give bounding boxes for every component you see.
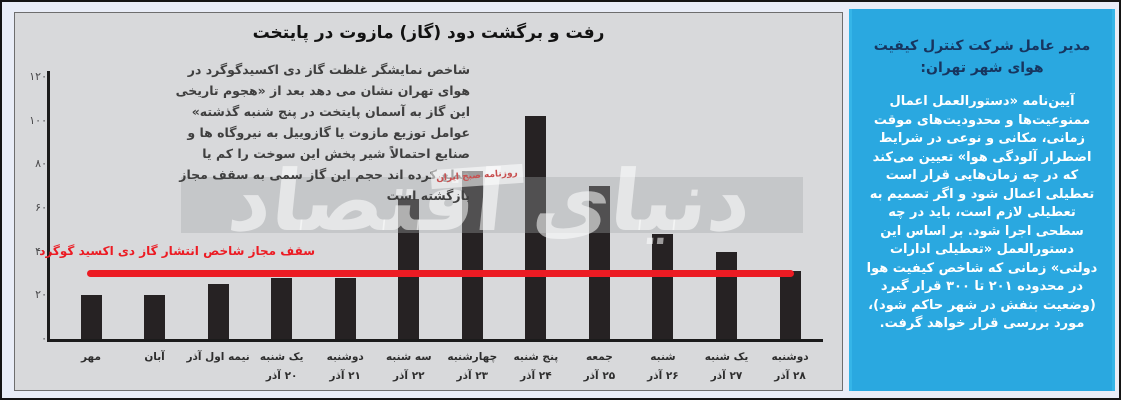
x-category-line2: ۲۶ آذر bbox=[647, 370, 679, 382]
bar bbox=[525, 116, 547, 339]
x-category-line2: ۲۵ آذر bbox=[583, 370, 616, 382]
y-tick-label: ۱۰۰ bbox=[29, 113, 47, 127]
x-category-label: دوشنبه ۲۱ آذر bbox=[312, 348, 378, 386]
x-category-label: چهارشنبه ۲۳ آذر bbox=[439, 348, 505, 386]
x-category-line1: نیمه اول آذر bbox=[186, 351, 250, 363]
bar bbox=[398, 199, 420, 339]
x-category-label: نیمه اول آذر bbox=[185, 348, 251, 367]
bar bbox=[80, 295, 102, 339]
plot-area: ۰ ۲۰ ۴۰ ۶۰ ۸۰ ۱۰۰ ۱۲۰ مهر آبان نیمه اول آذر یک شنب… bbox=[15, 13, 842, 390]
chart-panel: رفت و برگشت دود (گاز) مازوت در پایتخت شا… bbox=[14, 12, 843, 391]
chart-title: رفت و برگشت دود (گاز) مازوت در پایتخت bbox=[252, 23, 605, 43]
x-category-line1: آبان bbox=[144, 351, 165, 363]
x-category-line1: مهر bbox=[81, 351, 101, 363]
x-category-line1: یک شنبه bbox=[704, 351, 749, 363]
x-category-label: شنبه ۲۶ آذر bbox=[630, 348, 696, 386]
x-category-line2: ۲۲ آذر bbox=[392, 370, 425, 382]
x-category-label: پنج شنبه ۲۴ آذر bbox=[503, 348, 569, 386]
x-category-label: سه شنبه ۲۲ آذر bbox=[376, 348, 442, 386]
bar bbox=[144, 295, 166, 339]
y-tick-label: ۴۰ bbox=[35, 244, 47, 258]
x-category-label: مهر bbox=[58, 348, 124, 367]
x-axis-line bbox=[47, 339, 823, 342]
x-category-line1: پنج شنبه bbox=[513, 351, 559, 363]
y-tick-label: ۲۰ bbox=[35, 288, 47, 302]
reference-line-label: سقف مجاز شاخص انتشار گاز دی اکسید گوگرد bbox=[39, 244, 315, 258]
bar bbox=[652, 234, 674, 339]
x-category-line2: ۲۳ آذر bbox=[456, 370, 489, 382]
x-category-line1: شنبه bbox=[650, 351, 676, 363]
y-tick-label: ۸۰ bbox=[35, 157, 47, 171]
x-category-line1: دوشنبه bbox=[326, 351, 364, 363]
bar bbox=[271, 277, 293, 339]
x-category-line2: ۲۴ آذر bbox=[520, 370, 552, 382]
x-category-label: دوشنبه ۲۸ آذر bbox=[757, 348, 823, 386]
x-category-label: یک شنبه ۲۷ آذر bbox=[694, 348, 760, 386]
x-category-label: آبان bbox=[122, 348, 188, 367]
bar bbox=[588, 186, 610, 339]
x-category-line1: دوشنبه bbox=[771, 351, 809, 363]
x-category-line1: یک شنبه bbox=[259, 351, 304, 363]
sidebar-heading: مدیر عامل شرکت کنترل کیفیت هوای شهر تهرا… bbox=[873, 38, 1091, 76]
y-tick-label: ۰ bbox=[41, 332, 47, 345]
x-category-line2: ۲۸ آذر bbox=[774, 370, 806, 382]
y-tick-label: ۶۰ bbox=[35, 201, 47, 215]
reference-line bbox=[87, 270, 794, 277]
bar bbox=[779, 271, 801, 339]
sidebar-body: آیین‌نامه «دستورالعمل اعمال ممنوعیت‌ها و… bbox=[866, 94, 1098, 331]
x-category-label: یک شنبه ۲۰ آذر bbox=[249, 348, 315, 386]
y-axis-line bbox=[47, 71, 50, 342]
x-category-line1: جمعه bbox=[585, 351, 613, 363]
bar bbox=[461, 170, 483, 339]
commentary-sidebar: مدیر عامل شرکت کنترل کیفیت هوای شهر تهرا… bbox=[849, 9, 1115, 391]
x-category-line2: ۲۰ آذر bbox=[265, 370, 298, 382]
bar bbox=[334, 277, 356, 339]
x-category-label: جمعه ۲۵ آذر bbox=[566, 348, 632, 386]
bar bbox=[716, 251, 737, 339]
x-category-line1: چهارشنبه bbox=[447, 351, 498, 363]
x-category-line1: سه شنبه bbox=[385, 351, 432, 363]
bar bbox=[207, 284, 229, 339]
chart-annotation: شاخص نمایشگر غلظت گاز دی اکسیدگوگرد در ه… bbox=[175, 62, 470, 203]
x-category-line2: ۲۱ آذر bbox=[329, 370, 361, 382]
x-category-line2: ۲۷ آذر bbox=[710, 370, 743, 382]
y-tick-label: ۱۲۰ bbox=[29, 70, 47, 84]
watermark-band bbox=[181, 177, 803, 233]
